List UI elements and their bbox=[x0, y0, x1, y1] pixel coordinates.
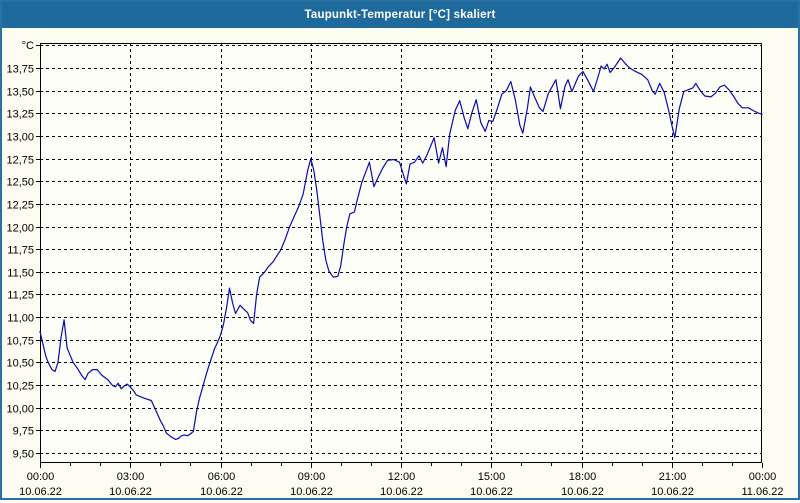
x-tick-time-label: 15:00 bbox=[478, 471, 506, 483]
x-tick-date-label: 10.06.22 bbox=[200, 486, 243, 498]
axis-labels: 9,50 9,75 10,00 10,25 10,50 10,75 11,00 11,25 11… bbox=[6, 40, 783, 498]
x-tick-time-label: 21:00 bbox=[659, 471, 687, 483]
y-tick-label: 10,25 bbox=[6, 381, 34, 393]
x-tick-time-label: 06:00 bbox=[208, 471, 236, 483]
y-tick-label: 10,75 bbox=[6, 336, 34, 348]
y-tick-label: 13,50 bbox=[6, 87, 34, 99]
y-tick-label: 11,25 bbox=[7, 290, 34, 302]
x-tick-time-label: 00:00 bbox=[749, 471, 777, 483]
x-tick-date-label: 10.06.22 bbox=[561, 486, 604, 498]
y-tick-label: 13,00 bbox=[6, 132, 34, 144]
y-tick-label: 11,75 bbox=[7, 245, 34, 257]
x-tick-date-label: 10.06.22 bbox=[290, 486, 333, 498]
x-tick-time-label: 18:00 bbox=[569, 471, 597, 483]
x-tick-date-label: 10.06.22 bbox=[19, 486, 62, 498]
y-tick-label: 10,00 bbox=[6, 404, 34, 416]
x-tick-date-label: 11.06.22 bbox=[741, 486, 783, 498]
x-tick-time-label: 12:00 bbox=[388, 471, 416, 483]
y-tick-label: 9,50 bbox=[13, 449, 34, 461]
y-tick-label: 13,25 bbox=[6, 109, 34, 121]
x-tick-time-label: 00:00 bbox=[27, 471, 55, 483]
y-tick-label: 11,50 bbox=[7, 268, 34, 280]
x-tick-time-label: 09:00 bbox=[298, 471, 326, 483]
x-tick-date-label: 10.06.22 bbox=[470, 486, 513, 498]
x-tick-date-label: 10.06.22 bbox=[380, 486, 423, 498]
x-tick-time-label: 03:00 bbox=[117, 471, 145, 483]
y-axis-unit-label: °C bbox=[22, 40, 34, 52]
x-tick-date-label: 10.06.22 bbox=[651, 486, 694, 498]
y-tick-label: 12,50 bbox=[6, 177, 34, 189]
y-tick-label: 12,75 bbox=[6, 155, 34, 167]
dewpoint-series-line bbox=[39, 57, 763, 440]
y-tick-label: 10,50 bbox=[6, 358, 34, 370]
chart-title: Taupunkt-Temperatur [°C] skaliert bbox=[304, 9, 496, 21]
y-tick-label: 13,75 bbox=[6, 64, 34, 76]
y-tick-label: 12,25 bbox=[6, 200, 34, 212]
axis-ticks bbox=[36, 45, 763, 468]
gridlines bbox=[40, 43, 762, 463]
x-tick-date-label: 10.06.22 bbox=[109, 486, 152, 498]
y-tick-label: 12,00 bbox=[6, 223, 34, 235]
y-tick-label: 9,75 bbox=[13, 426, 34, 438]
y-tick-label: 11,00 bbox=[7, 313, 34, 325]
title-bar: Taupunkt-Temperatur [°C] skaliert bbox=[2, 2, 798, 28]
plot-border bbox=[40, 43, 762, 463]
